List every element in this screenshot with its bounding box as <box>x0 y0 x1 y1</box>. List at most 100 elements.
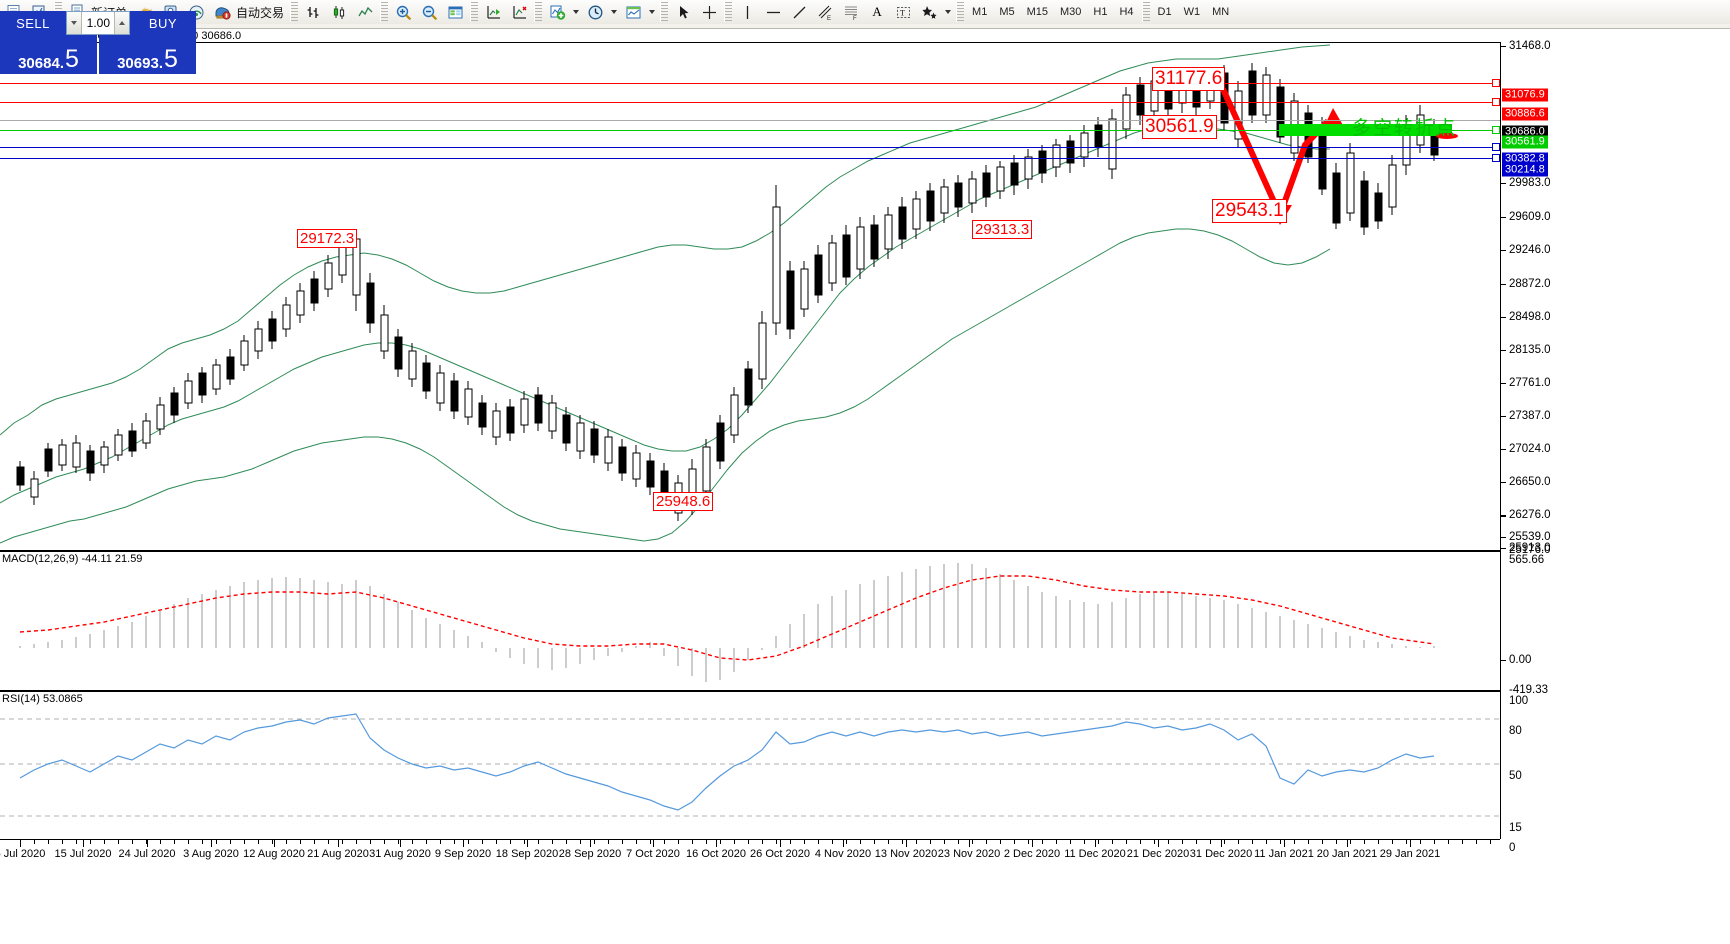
chart-window[interactable]: ▴DJ30-,Daily 30626.0 30704.0 30415.0 306… <box>0 29 1730 944</box>
sell-button[interactable]: SELL <box>0 11 66 35</box>
price-decimal-separator: . <box>59 55 64 72</box>
time-axis-minor-tick <box>272 840 273 844</box>
annotation-29313[interactable]: 29313.3 <box>972 220 1033 239</box>
scale-label: 27761.0 <box>1509 377 1551 389</box>
price-tag-resistance-31076[interactable]: 31076.9 <box>1502 88 1548 102</box>
volume-increment-button[interactable] <box>114 12 129 34</box>
resistance-line-handle[interactable] <box>1492 98 1500 106</box>
support-line-handle[interactable] <box>1492 154 1500 162</box>
chevron-down-icon[interactable] <box>945 10 952 14</box>
support-line-handle[interactable] <box>1492 143 1500 151</box>
auto-scroll-icon[interactable] <box>480 1 506 23</box>
price-chart-panel[interactable] <box>0 42 1500 551</box>
annotation-25948[interactable]: 25948.6 <box>653 492 714 511</box>
fibonacci-icon[interactable]: F <box>838 1 864 23</box>
annotation-29543[interactable]: 29543.1 <box>1212 199 1287 223</box>
time-axis-minor-tick <box>426 840 427 844</box>
timeframe-m1[interactable]: M1 <box>972 6 988 18</box>
bar-chart-icon[interactable] <box>300 1 326 23</box>
time-axis-minor-tick <box>1196 840 1197 844</box>
templates-icon[interactable] <box>620 1 646 23</box>
algo-trading-icon[interactable] <box>209 1 235 23</box>
chevron-down-icon[interactable] <box>573 10 580 14</box>
resistance-line-handle[interactable] <box>1492 79 1500 87</box>
crosshair-icon[interactable] <box>696 1 722 23</box>
periods-icon[interactable] <box>582 1 608 23</box>
buy-price-button[interactable]: 30693 . 5 <box>99 35 196 74</box>
price-scale[interactable]: 31468.0 29983.0 29609.0 29246.0 28872.0 … <box>1500 40 1730 854</box>
time-axis-minor-tick <box>76 840 77 844</box>
time-axis-label: 2 Dec 2020 <box>1003 848 1061 860</box>
chevron-down-icon[interactable] <box>611 10 618 14</box>
scale-tick <box>1501 250 1506 251</box>
support-line-handle[interactable] <box>1492 126 1500 134</box>
cursor-icon[interactable] <box>670 1 696 23</box>
scale-label: 27387.0 <box>1509 410 1551 422</box>
trendline-icon[interactable] <box>786 1 812 23</box>
time-axis-minor-tick <box>1252 840 1253 844</box>
volume-decrement-button[interactable] <box>67 12 82 34</box>
scale-tick <box>1501 548 1506 549</box>
horizontal-line-icon[interactable] <box>760 1 786 23</box>
scale-tick <box>1501 46 1506 47</box>
algo-trading-label[interactable]: 自动交易 <box>236 5 285 20</box>
candlestick-chart-icon[interactable] <box>326 1 352 23</box>
scale-label: 25539.0 <box>1509 531 1551 543</box>
scale-tick <box>1501 537 1506 538</box>
buy-button[interactable]: BUY <box>130 11 196 35</box>
timeframe-m30[interactable]: M30 <box>1060 6 1082 18</box>
time-axis-minor-tick <box>398 840 399 844</box>
time-axis-minor-tick <box>1056 840 1057 844</box>
line-chart-icon[interactable] <box>352 1 378 23</box>
timeframe-h1[interactable]: H1 <box>1093 6 1108 18</box>
time-axis[interactable]: 6 Jul 2020 15 Jul 2020 24 Jul 2020 3 Aug 20… <box>0 839 1500 944</box>
sell-price-button[interactable]: 30684 . 5 <box>0 35 97 74</box>
time-axis-minor-tick <box>1364 840 1365 844</box>
time-axis-minor-tick <box>1434 840 1435 844</box>
equidistant-channel-icon[interactable]: E <box>812 1 838 23</box>
time-axis-minor-tick <box>832 840 833 844</box>
price-tag-support-30382[interactable]: 30382.8 <box>1502 152 1548 166</box>
annotation-29172[interactable]: 29172.3 <box>297 229 358 248</box>
shapes-icon[interactable] <box>916 1 942 23</box>
rsi-panel[interactable]: RSI(14) 53.0865 <box>0 691 1500 841</box>
chevron-down-icon[interactable] <box>649 10 656 14</box>
time-axis-minor-tick <box>510 840 511 844</box>
timeframe-mn[interactable]: MN <box>1212 6 1230 18</box>
text-label-icon[interactable]: T <box>890 1 916 23</box>
scale-label: 28135.0 <box>1509 344 1551 356</box>
time-axis-label: 4 Nov 2020 <box>814 848 872 860</box>
toolbar-separator <box>380 2 389 22</box>
svg-text:T: T <box>900 8 905 17</box>
data-window-icon[interactable] <box>442 1 468 23</box>
volume-value[interactable]: 1.00 <box>86 16 110 30</box>
price-tag-support-30561[interactable]: 30561.9 <box>1502 135 1548 149</box>
text-icon[interactable]: A <box>872 4 882 19</box>
timeframe-h4[interactable]: H4 <box>1119 6 1134 18</box>
annotation-chinese-note[interactable]: 多空转折点 <box>1352 118 1458 139</box>
indicators-icon[interactable] <box>544 1 570 23</box>
vertical-line-icon[interactable] <box>734 1 760 23</box>
volume-stepper[interactable]: 1.00 <box>66 11 130 35</box>
price-tag-support-30214[interactable]: 30214.8 <box>1502 163 1548 177</box>
timeframe-m15[interactable]: M15 <box>1026 6 1048 18</box>
scale-label: 25913.0 <box>1509 542 1551 554</box>
time-axis-minor-tick <box>762 840 763 844</box>
time-axis-tick <box>1158 840 1159 847</box>
time-axis-minor-tick <box>286 840 287 844</box>
one-click-trading-panel[interactable]: SELL 1.00 BUY 30684 . 5 30693 . 5 <box>0 11 196 74</box>
macd-panel[interactable]: MACD(12,26,9) -44.11 21.59 <box>0 551 1500 691</box>
price-tag-resistance-30886[interactable]: 30886.6 <box>1502 107 1548 121</box>
main-toolbar[interactable]: 新订单 自动交易 <box>0 0 1730 25</box>
chart-shift-icon[interactable] <box>506 1 532 23</box>
timeframe-d1[interactable]: D1 <box>1157 6 1172 18</box>
timeframe-m5[interactable]: M5 <box>999 6 1015 18</box>
annotation-31177[interactable]: 31177.6 <box>1152 67 1226 91</box>
zoom-in-icon[interactable] <box>390 1 416 23</box>
time-axis-tick <box>590 840 591 847</box>
time-axis-minor-tick <box>650 840 651 844</box>
timeframe-w1[interactable]: W1 <box>1183 6 1201 18</box>
zoom-out-icon[interactable] <box>416 1 442 23</box>
annotation-30561[interactable]: 30561.9 <box>1142 115 1217 139</box>
price-tag-last-price[interactable]: 30686.0 <box>1502 125 1548 139</box>
